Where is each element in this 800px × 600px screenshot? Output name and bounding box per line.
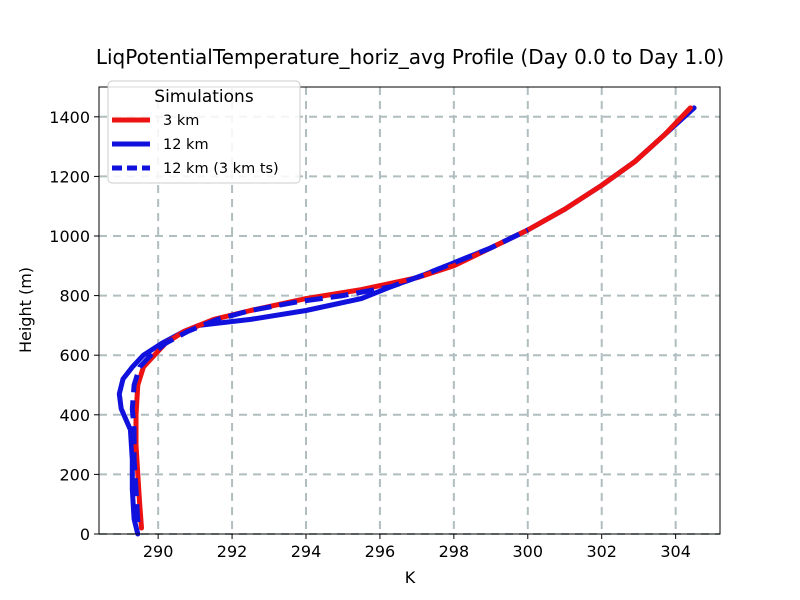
y-tick-label: 1200	[49, 167, 90, 186]
legend-box	[107, 80, 301, 184]
axis-ticks: 290 292 294 296 298 300 302 304 0 200 400 600 800 100…	[49, 108, 691, 561]
x-tick-label: 304	[660, 542, 691, 561]
legend-entries: 3 km 12 km 12 km (3 km ts)	[112, 113, 279, 177]
plot-frame	[98, 86, 721, 535]
legend-title: Simulations	[154, 87, 254, 107]
series-layer	[116, 105, 697, 537]
x-tick-label: 300	[513, 542, 544, 561]
x-tick-label: 298	[439, 542, 470, 561]
y-tick-label: 1400	[49, 108, 90, 127]
y-tick-label: 600	[59, 346, 90, 365]
y-tick-label: 800	[59, 287, 90, 306]
y-tick-label: 200	[59, 465, 90, 484]
legend: Simulations 3 km 12 km 12 km (3 km ts)	[107, 80, 301, 184]
series-line-2	[129, 227, 529, 523]
x-tick-label: 292	[217, 542, 248, 561]
legend-label-2: 12 km (3 km ts)	[163, 161, 279, 177]
y-tick-label: 400	[59, 406, 90, 425]
x-tick-label: 294	[291, 542, 322, 561]
legend-label-1: 12 km	[163, 137, 209, 153]
y-tick-label: 1000	[49, 227, 90, 246]
legend-label-0: 3 km	[163, 113, 199, 129]
x-tick-label: 296	[365, 542, 396, 561]
x-axis-label: K	[405, 568, 416, 587]
y-tick-label: 0	[80, 525, 90, 544]
series-line-0	[133, 105, 693, 531]
x-tick-label: 290	[143, 542, 174, 561]
chart-title: LiqPotentialTemperature_horiz_avg Profil…	[96, 45, 724, 69]
x-tick-label: 302	[586, 542, 617, 561]
y-axis-label: Height (m)	[16, 267, 35, 353]
